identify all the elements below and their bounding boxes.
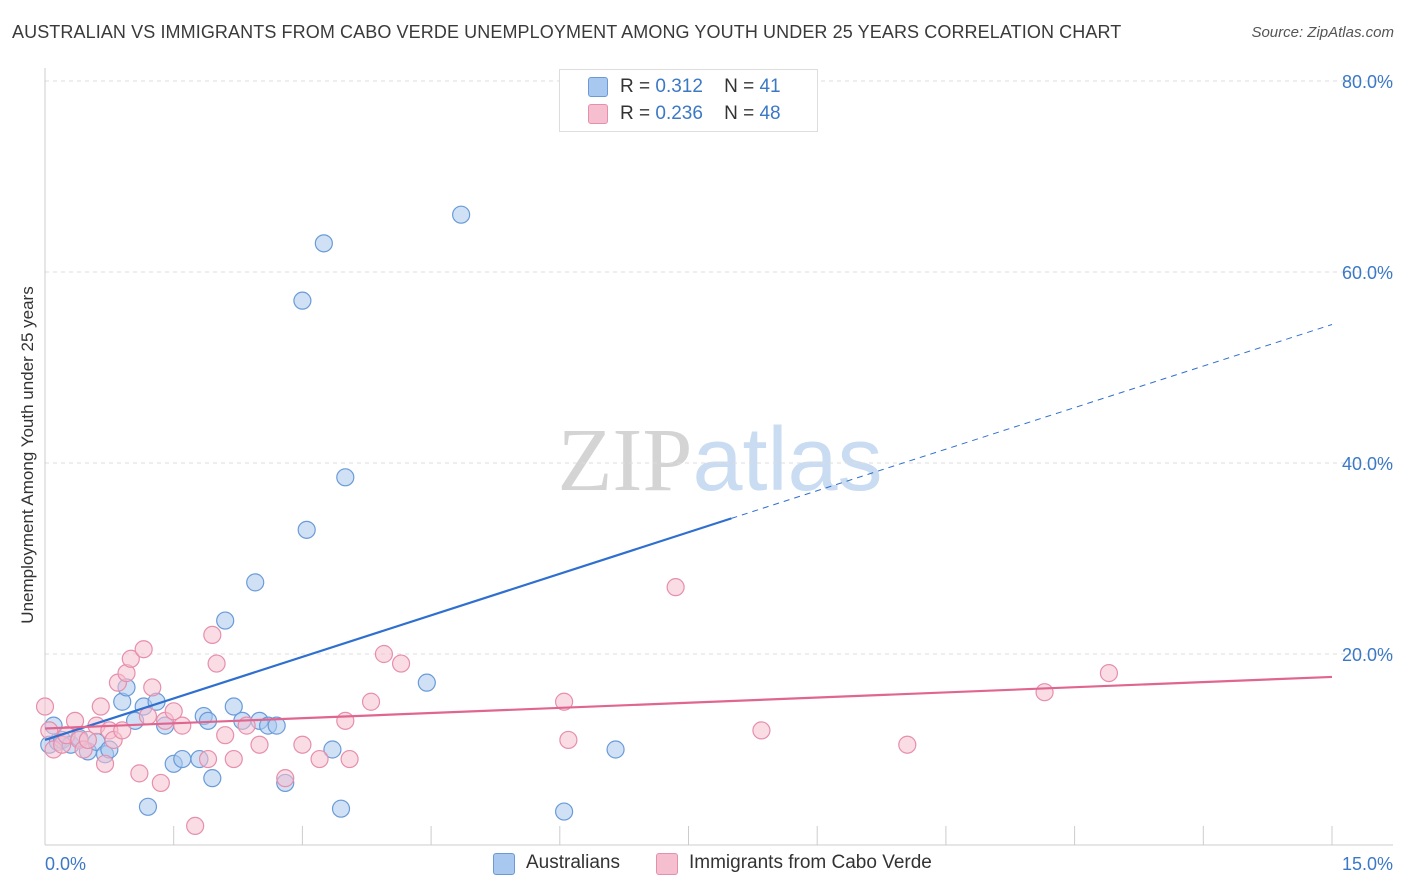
point-australians: [336, 468, 355, 487]
point-australians: [606, 740, 625, 759]
point-cabo-verde: [186, 816, 205, 836]
point-australians: [297, 520, 316, 539]
point-cabo-verde: [138, 706, 158, 726]
point-cabo-verde: [151, 773, 170, 793]
point-australians: [203, 769, 222, 788]
point-cabo-verde: [1035, 683, 1054, 702]
y-tick-label: 80.0%: [1342, 72, 1393, 92]
x-tick-label-right: 15.0%: [1342, 854, 1393, 874]
legend-swatch-pink: [656, 853, 678, 875]
legend-n-value: 41: [759, 76, 781, 97]
point-cabo-verde: [250, 735, 269, 754]
point-cabo-verde: [666, 578, 685, 597]
trend-line-cabo-verde: [44, 675, 1333, 730]
point-australians: [173, 749, 192, 769]
point-australians: [331, 799, 351, 818]
point-cabo-verde: [310, 749, 329, 769]
point-cabo-verde: [78, 730, 98, 750]
point-australians: [138, 797, 158, 816]
point-cabo-verde: [898, 735, 917, 754]
point-cabo-verde: [134, 640, 153, 659]
point-cabo-verde: [198, 749, 218, 769]
point-cabo-verde: [207, 654, 226, 673]
y-tick-label: 20.0%: [1342, 645, 1393, 665]
point-cabo-verde: [216, 726, 235, 745]
legend-label-cabo-verde: Immigrants from Cabo Verde: [689, 852, 932, 873]
point-cabo-verde: [1099, 663, 1119, 683]
point-australians: [452, 205, 471, 224]
legend-r-label: R =: [620, 103, 651, 124]
point-australians: [323, 740, 342, 759]
y-tick-label: 40.0%: [1342, 454, 1393, 474]
point-australians: [224, 697, 243, 716]
legend-label-australians: Australians: [526, 852, 620, 873]
point-cabo-verde: [91, 697, 110, 716]
point-cabo-verde: [391, 654, 411, 673]
point-australians: [293, 291, 312, 310]
point-cabo-verde: [35, 697, 55, 716]
point-cabo-verde: [121, 649, 140, 668]
point-cabo-verde: [173, 716, 192, 735]
legend-swatch-blue: [588, 77, 608, 97]
legend-r-value: 0.312: [655, 76, 703, 97]
legend-swatch-pink: [588, 104, 608, 124]
legend-n-value: 48: [759, 103, 781, 124]
point-cabo-verde: [203, 625, 222, 645]
point-australians: [417, 673, 436, 692]
point-cabo-verde: [143, 678, 162, 697]
point-australians: [267, 716, 286, 735]
y-tick-label: 60.0%: [1342, 263, 1393, 283]
legend-swatch-blue: [493, 853, 515, 875]
point-australians: [216, 611, 235, 630]
point-cabo-verde: [130, 764, 149, 783]
point-cabo-verde: [336, 711, 355, 730]
point-cabo-verde: [752, 721, 771, 740]
point-cabo-verde: [374, 644, 394, 664]
point-cabo-verde: [164, 702, 183, 721]
point-australians: [554, 802, 574, 821]
x-tick-label-left: 0.0%: [45, 854, 86, 874]
legend-r-value: 0.236: [655, 103, 703, 124]
point-cabo-verde: [340, 749, 359, 769]
chart-title: AUSTRALIAN VS IMMIGRANTS FROM CABO VERDE…: [12, 22, 1122, 42]
point-cabo-verde: [559, 730, 578, 750]
point-cabo-verde: [554, 692, 574, 711]
point-cabo-verde: [293, 735, 312, 754]
legend-r-label: R =: [620, 76, 651, 97]
legend-n-label: N =: [724, 103, 755, 124]
legend-n-label: N =: [724, 76, 755, 97]
watermark: ZIPatlas: [557, 410, 882, 510]
chart-source: Source: ZipAtlas.com: [1251, 24, 1394, 41]
point-cabo-verde: [276, 769, 295, 788]
point-cabo-verde: [224, 749, 243, 769]
point-australians: [246, 573, 265, 592]
point-australians: [314, 234, 333, 253]
point-cabo-verde: [361, 692, 381, 711]
point-cabo-verde: [95, 754, 115, 773]
trend-line-australians: [44, 517, 732, 741]
stats-legend: R = 0.312 N = 41 R = 0.236 N = 48: [559, 69, 818, 132]
